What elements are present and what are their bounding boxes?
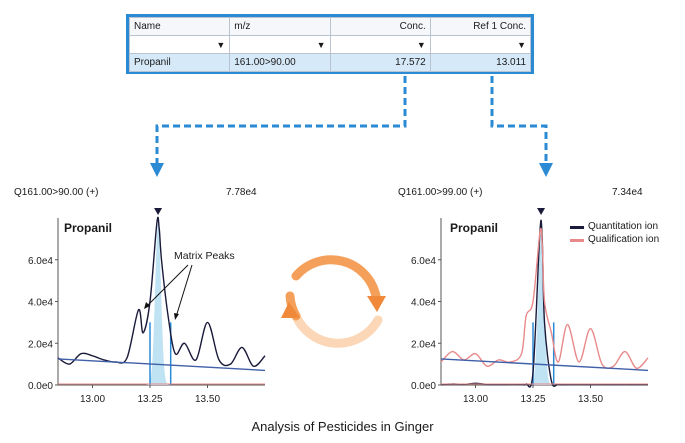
baseline-line [440, 358, 649, 372]
legend-swatch-quant [570, 226, 584, 229]
left-intensity-label: 7.78e4 [226, 187, 257, 198]
y-tick-label: 6.0e4 [28, 256, 53, 267]
y-tick-label: 2.0e4 [411, 339, 436, 350]
figure-caption: Analysis of Pesticides in Ginger [251, 419, 434, 434]
left-chromatogram: 0.0e0 2.0e4 4.0e4 6.0e4 13.00 13.25 13.50 [28, 208, 266, 405]
peak-area [526, 232, 559, 385]
peak-area [143, 223, 176, 385]
right-transition-label: Q161.00>99.00 (+) [398, 187, 483, 198]
connector-right-arrowhead [539, 163, 553, 177]
legend-label-quant: Quantitation ion [588, 221, 659, 232]
matrix-peak-arrows [145, 264, 193, 318]
series-line [57, 216, 266, 367]
y-tick-label: 2.0e4 [28, 339, 53, 350]
connector-left [155, 76, 407, 165]
column-header-conc[interactable]: Conc. [329, 17, 431, 36]
filter-icon[interactable]: ▼ [216, 39, 226, 50]
cell-name: Propanil [128, 53, 231, 72]
x-tick-label: 13.25 [520, 394, 545, 405]
table-row[interactable]: Propanil 161.00>90.00 17.572 13.011 [128, 53, 532, 72]
results-table: Name m/z Conc. Ref 1 Conc. ▼ ▼ ▼ ▼ Propa… [126, 14, 534, 74]
matrix-arrowhead [144, 302, 150, 309]
x-tick-label: 13.25 [137, 394, 162, 405]
right-intensity-label: 7.34e4 [612, 187, 643, 198]
left-transition-label: Q161.00>90.00 (+) [14, 187, 99, 198]
column-header-name[interactable]: Name [128, 17, 231, 36]
x-tick-label: 13.00 [80, 394, 105, 405]
baseline-line [57, 358, 266, 372]
legend-label-qual: Qualification ion [588, 234, 660, 245]
matrix-peaks-annotation: Matrix Peaks [174, 250, 235, 262]
right-compound-title: Propanil [450, 221, 499, 235]
filter-icon[interactable]: ▼ [416, 39, 426, 50]
y-tick-label: 0.0e0 [28, 381, 53, 392]
x-tick-label: 13.00 [463, 394, 488, 405]
cell-conc: 17.572 [329, 53, 431, 72]
legend-swatch-qual [570, 239, 584, 242]
apex-marker [537, 208, 546, 215]
cell-ref-conc: 13.011 [429, 53, 532, 72]
y-tick-label: 4.0e4 [411, 298, 436, 309]
y-tick-label: 6.0e4 [411, 256, 436, 267]
column-header-mz[interactable]: m/z [229, 17, 331, 36]
x-tick-label: 13.50 [195, 394, 220, 405]
left-compound-title: Propanil [64, 221, 113, 235]
connector-right [490, 76, 548, 165]
connector-left-arrowhead [150, 163, 164, 177]
filter-icon[interactable]: ▼ [517, 39, 526, 50]
y-tick-label: 0.0e0 [411, 381, 436, 392]
apex-marker [154, 208, 163, 215]
right-chromatogram: 0.0e0 2.0e4 4.0e4 6.0e4 13.00 13.25 13.50 [411, 208, 649, 405]
matrix-arrowhead [174, 313, 179, 320]
cycle-arrows-icon [281, 255, 386, 348]
x-tick-label: 13.50 [578, 394, 603, 405]
filter-icon[interactable]: ▼ [316, 39, 326, 50]
y-tick-label: 4.0e4 [28, 298, 53, 309]
